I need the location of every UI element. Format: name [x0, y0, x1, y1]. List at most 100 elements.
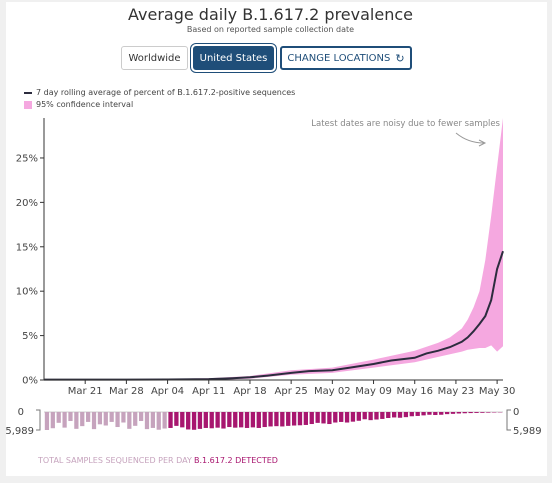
x-tick-label: Apr 11	[192, 386, 225, 397]
detected-bar	[450, 412, 456, 414]
total-samples-bar	[162, 412, 167, 429]
detected-bar	[256, 412, 261, 428]
detected-bar	[386, 412, 391, 419]
confidence-band	[44, 118, 503, 380]
x-tick-label: Apr 04	[151, 386, 184, 397]
total-samples-bar	[138, 412, 144, 422]
detected-bar	[362, 412, 367, 420]
detected-bar	[174, 412, 179, 426]
detected-bar	[480, 412, 485, 413]
average-line	[44, 250, 504, 381]
total-samples-bar	[50, 412, 55, 429]
y-tick-label: 25%	[16, 153, 38, 164]
detected-bar	[486, 412, 491, 413]
total-samples-bar	[86, 412, 91, 422]
x-tick-label: Apr 18	[233, 386, 266, 397]
x-tick-label: May 09	[355, 386, 392, 397]
detected-bar	[392, 412, 397, 418]
detected-bar	[203, 412, 208, 428]
detected-bar	[474, 412, 479, 413]
samples-right-bottom-label: 5,989	[513, 426, 542, 437]
detected-bar	[468, 412, 473, 414]
x-tick-label: May 23	[438, 386, 475, 397]
detected-bar	[286, 412, 291, 426]
detected-bar	[333, 412, 338, 423]
total-samples-bar	[144, 412, 150, 430]
detected-bar	[168, 412, 173, 428]
total-samples-label: TOTAL SAMPLES SEQUENCED PER DAY	[38, 456, 192, 465]
united-states-button[interactable]: United States	[193, 46, 274, 70]
total-samples-bar	[156, 412, 161, 430]
detected-bar	[403, 412, 409, 418]
y-tick-label: 15%	[16, 242, 38, 253]
detected-bar	[356, 412, 361, 421]
detected-bar	[221, 412, 226, 429]
total-samples-bar	[133, 412, 138, 426]
worldwide-button[interactable]: Worldwide	[121, 46, 188, 70]
detected-bar	[197, 412, 203, 429]
x-tick-label: May 16	[396, 386, 433, 397]
total-samples-bar	[62, 412, 67, 428]
detected-bar	[215, 412, 220, 428]
detected-bar	[368, 412, 373, 421]
change-locations-button[interactable]: CHANGE LOCATIONS ↻	[280, 46, 412, 70]
samples-right-bracket	[506, 409, 511, 431]
detected-bar	[233, 412, 238, 428]
total-samples-bar	[68, 412, 73, 422]
legend-item-confidence: 95% confidence interval	[24, 100, 133, 109]
detected-bar	[303, 412, 308, 425]
detected-bar	[433, 412, 438, 416]
y-tick-label: 10%	[16, 287, 38, 298]
chart-title: Average daily B.1.617.2 prevalence	[128, 5, 413, 24]
total-samples-bar	[97, 412, 103, 425]
detected-bar	[291, 412, 297, 426]
detected-bar	[415, 412, 420, 416]
detected-bar	[227, 412, 232, 428]
detected-bar	[191, 412, 197, 430]
change-locations-label: CHANGE LOCATIONS	[287, 52, 391, 64]
legend-average-label: 7 day rolling average of percent of B.1.…	[36, 88, 296, 97]
total-samples-bar	[44, 412, 50, 430]
detected-bar	[244, 412, 250, 428]
detected-bar	[250, 412, 256, 428]
total-samples-bar	[103, 412, 108, 426]
annotation-arrowhead	[478, 139, 487, 147]
detected-bar	[456, 412, 461, 414]
y-tick-label: 5%	[22, 331, 38, 342]
samples-right-top-label: 0	[513, 407, 519, 418]
detected-label: B.1.617.2 DETECTED	[194, 456, 278, 465]
detected-bar	[339, 412, 344, 422]
legend-item-average: 7 day rolling average of percent of B.1.…	[24, 88, 295, 97]
legend-band-swatch	[24, 100, 32, 109]
detected-bar	[268, 412, 273, 427]
refresh-icon: ↻	[395, 51, 405, 65]
total-samples-bar	[80, 412, 85, 427]
detected-bar	[380, 412, 385, 419]
total-samples-bar	[121, 412, 126, 423]
chart-subtitle: Based on reported sample collection date	[186, 25, 355, 34]
x-tick-label: May 30	[479, 386, 516, 397]
detected-bar	[350, 412, 356, 422]
y-tick-label: 0%	[22, 376, 38, 387]
total-samples-bar	[74, 412, 79, 429]
total-samples-bar	[109, 412, 114, 422]
detected-bar	[274, 412, 279, 427]
detected-bar	[239, 412, 244, 428]
detected-bar	[462, 412, 467, 414]
detected-bar	[409, 412, 414, 417]
detected-bar	[209, 412, 214, 429]
detected-bar	[297, 412, 303, 426]
detected-bar	[327, 412, 332, 425]
samples-left-bottom-label: 5,989	[5, 426, 34, 437]
total-samples-bar	[56, 412, 61, 423]
x-tick-label: Mar 21	[68, 386, 103, 397]
detected-bar	[280, 412, 285, 427]
detected-bar	[262, 412, 267, 428]
total-samples-bar	[115, 412, 120, 428]
chart-card	[6, 2, 547, 476]
samples-left-top-label: 0	[18, 407, 24, 418]
detected-bar	[444, 412, 450, 415]
detected-bar	[186, 412, 191, 430]
detected-bar	[421, 412, 426, 416]
